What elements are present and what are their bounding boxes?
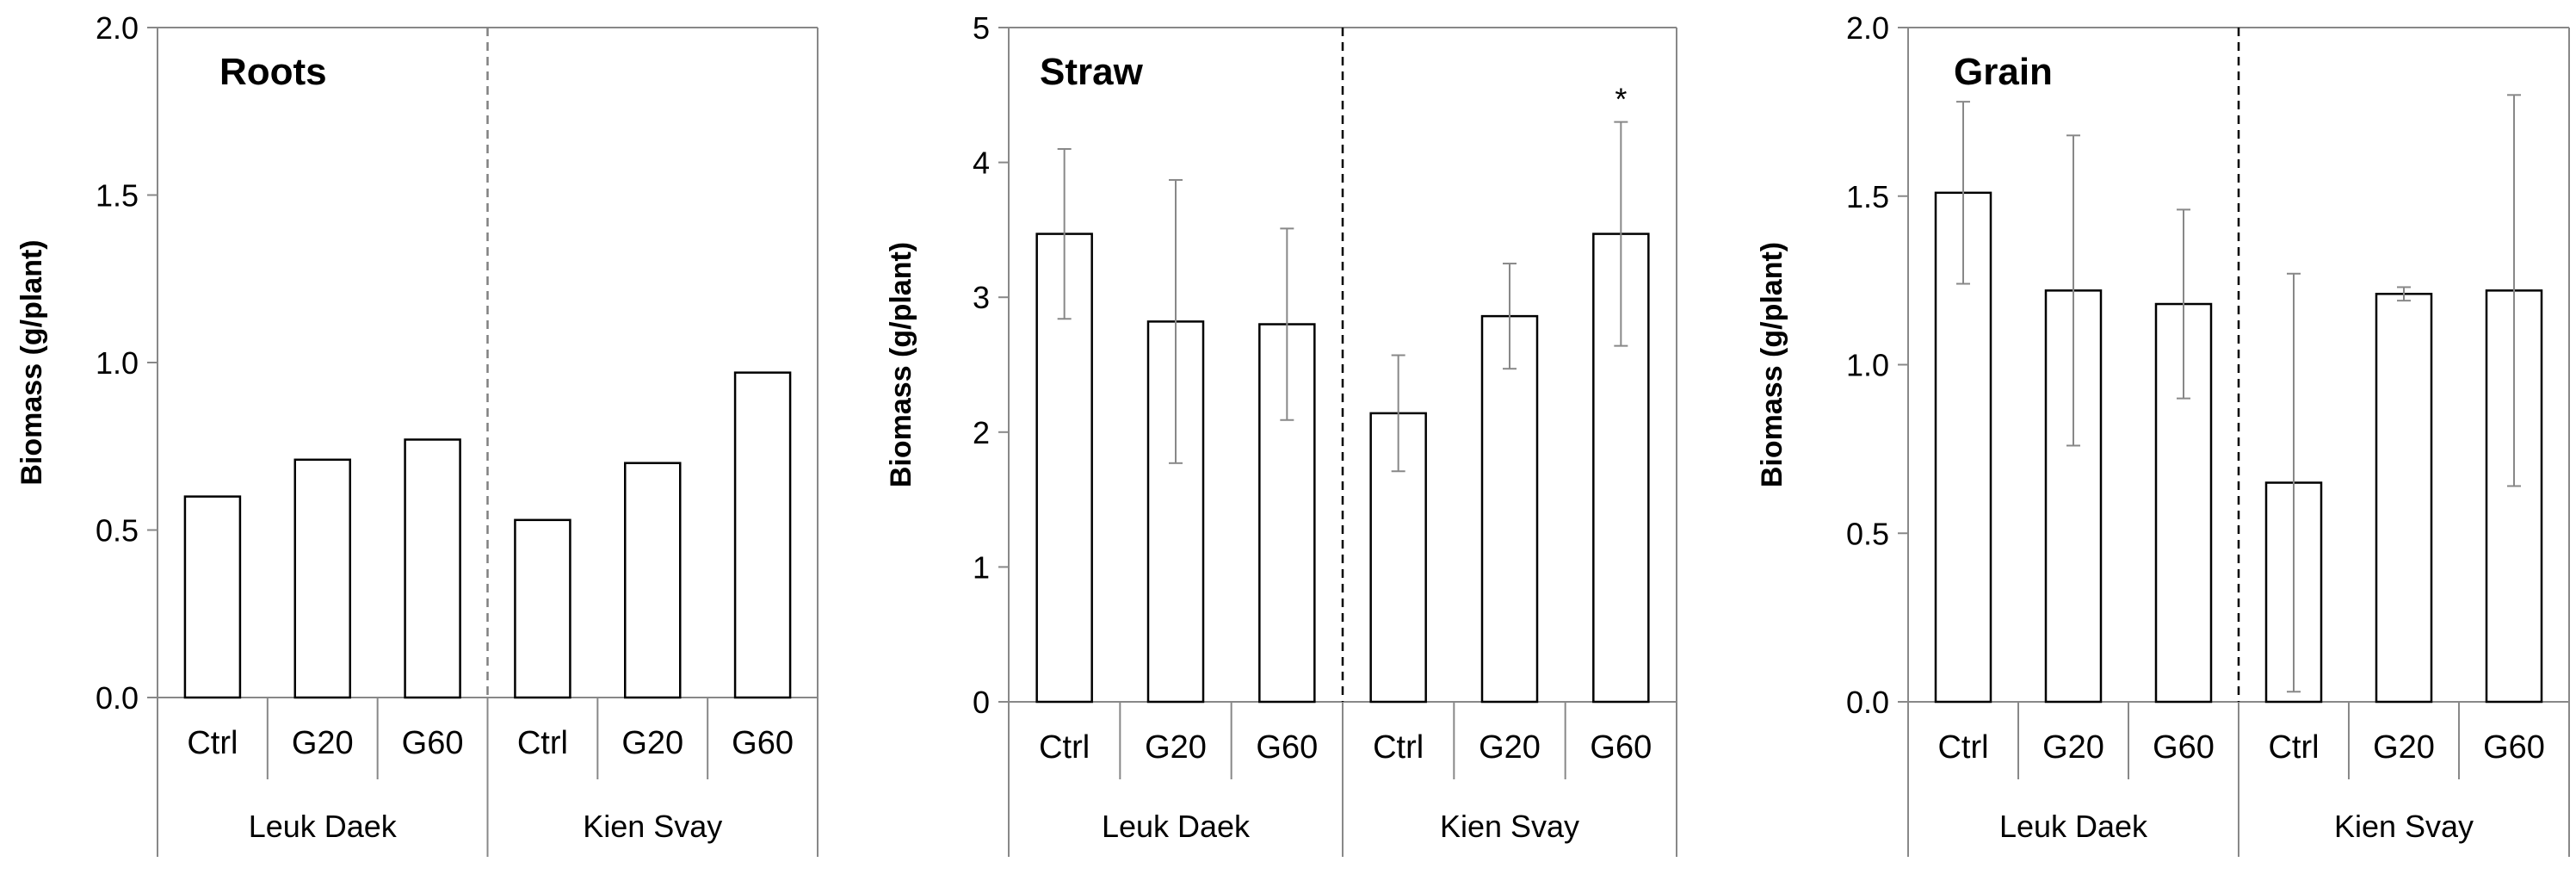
category-label: Ctrl [517,725,568,761]
y-tick-label: 2.0 [1846,10,1889,46]
y-tick-label: 0.0 [1846,685,1889,720]
category-label: G60 [1256,729,1318,766]
category-label: G20 [1479,729,1541,766]
category-label: G20 [292,725,354,761]
bar [624,462,682,699]
category-label: G20 [1145,729,1207,766]
group-label: Leuk Daek [249,809,398,844]
category-label: Ctrl [187,725,238,761]
category-label: G60 [1590,729,1652,766]
category-label: G60 [2483,729,2545,766]
category-label: G20 [2373,729,2435,766]
group-label: Kien Svay [1440,809,1579,844]
y-tick-label: 0.0 [96,680,139,716]
y-tick-label: 4 [973,146,990,181]
group-label: Kien Svay [2334,809,2474,844]
bar [183,495,242,699]
y-tick-label: 1.5 [96,178,139,214]
y-tick-label: 1.0 [1846,348,1889,383]
y-tick-label: 3 [973,280,990,315]
category-label: Ctrl [1039,729,1090,766]
panel-title: Grain [1954,51,2053,93]
category-label: Ctrl [1373,729,1424,766]
y-axis-title: Biomass (g/plant) [1756,242,1788,487]
category-label: G20 [621,725,683,761]
y-axis-title: Biomass (g/plant) [885,242,917,487]
group-label: Kien Svay [583,809,722,844]
category-label: G60 [732,725,794,761]
category-label: Ctrl [1937,729,1988,766]
y-tick-label: 0.5 [96,513,139,549]
y-axis-title: Biomass (g/plant) [15,239,48,485]
significance-marker: * [1615,82,1627,117]
y-tick-label: 2.0 [96,10,139,46]
category-label: G60 [402,725,464,761]
panel-title: Roots [219,51,327,93]
category-label: Ctrl [2268,729,2319,766]
straw-panel: 0 1 2 3 4 5 Biomass (g/plant) Straw Ctrl G20 G60 Le… [885,10,1677,857]
panel-title: Straw [1040,51,1144,93]
bar [733,371,792,699]
bar [514,518,571,699]
group-label: Leuk Daek [1102,809,1251,844]
y-tick-label: 1.0 [96,345,139,381]
bar [293,458,351,699]
y-tick-label: 2 [973,415,990,450]
roots-panel: 0.0 0.5 1.0 1.5 2.0 Biomass (g/plant) Roots Ctr… [15,10,819,857]
bar [404,438,461,699]
bar [1480,314,1539,704]
y-tick-label: 0 [973,685,990,720]
y-tick-label: 0.5 [1846,516,1889,551]
y-tick-label: 1.5 [1846,179,1889,214]
category-label: G20 [2042,729,2104,766]
grain-panel: 0.0 0.5 1.0 1.5 2.0 Biomass (g/plant) Grain Ctr… [1756,10,2570,857]
category-label: G60 [2153,729,2215,766]
group-label: Leuk Daek [1999,809,2148,844]
bar [2375,293,2433,704]
y-tick-label: 1 [973,549,990,585]
y-tick-label: 5 [973,10,990,46]
